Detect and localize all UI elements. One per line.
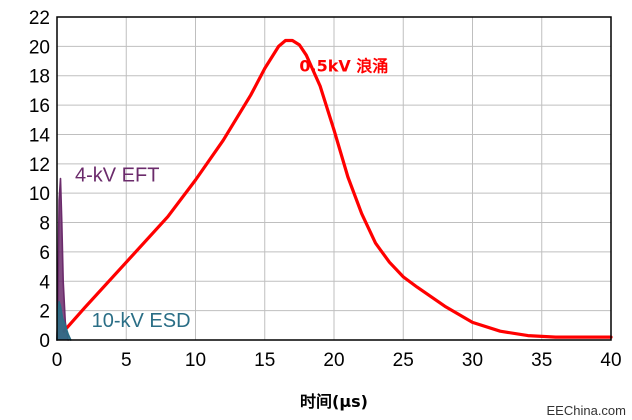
annotation-0: 0.5kV 浪涌 [299,56,388,75]
x-tick-label-4: 20 [323,350,344,371]
series-fill-2 [57,301,71,340]
y-tick-label-2: 4 [39,272,50,293]
y-tick-label-5: 10 [29,184,50,205]
series-line-1 [56,177,69,341]
x-tick-label-8: 40 [600,350,621,371]
y-tick-label-4: 8 [39,214,50,235]
x-tick-label-5: 25 [393,350,414,371]
x-axis-label: 时间(μs) [300,392,368,411]
x-tick-label-0: 0 [52,350,63,371]
x-tick-label-7: 35 [531,350,552,371]
y-tick-label-1: 2 [39,302,50,323]
annotation-1: 4-kV EFT [75,164,159,186]
series-line-2 [56,300,72,341]
y-tick-labels: 0 2 4 6 8 10 12 14 16 18 20 22 [29,8,51,352]
x-tick-label-3: 15 [254,350,275,371]
annotation-2: 10-kV ESD [92,310,191,332]
x-tick-label-2: 10 [185,350,206,371]
y-tick-label-8: 16 [29,96,50,117]
x-tick-label-1: 5 [121,350,132,371]
x-tick-labels: 0 5 10 15 20 25 30 35 40 [52,350,622,371]
y-tick-label-6: 12 [29,155,50,176]
y-tick-label-9: 18 [29,67,50,88]
series-lines [56,38,613,341]
y-tick-label-0: 0 [39,331,50,352]
y-tick-label-10: 20 [29,37,50,58]
series-line-0 [62,38,613,339]
x-tick-label-6: 30 [462,350,483,371]
y-tick-label-11: 22 [29,8,50,29]
y-tick-label-7: 14 [29,125,51,146]
watermark-logo: EEChina.com [547,403,626,418]
plot-frame [56,16,612,341]
y-tick-label-3: 6 [39,243,50,264]
annotations: 0.5kV 浪涌 4-kV EFT 10-kV ESD [75,56,388,331]
